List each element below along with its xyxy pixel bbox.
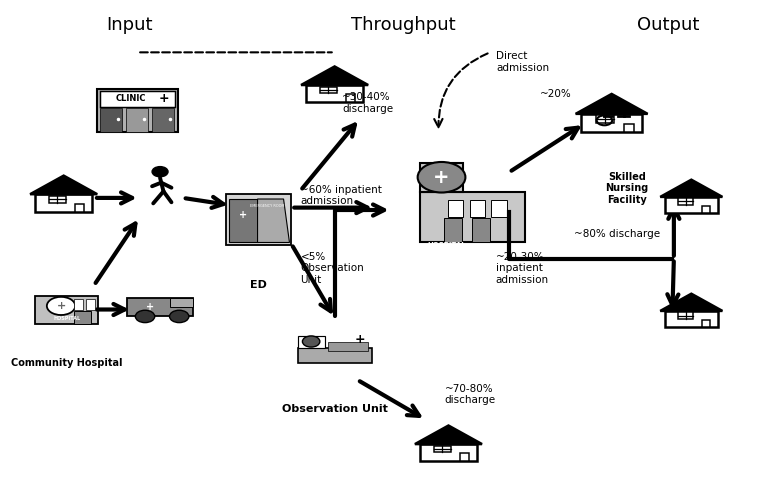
- Polygon shape: [49, 196, 66, 203]
- Polygon shape: [320, 86, 337, 93]
- Text: HOSPITAL: HOSPITAL: [53, 316, 80, 321]
- Polygon shape: [229, 199, 257, 243]
- Text: +: +: [433, 168, 450, 187]
- Text: Skilled
Nursing
Facility: Skilled Nursing Facility: [605, 172, 648, 205]
- Circle shape: [597, 103, 607, 109]
- Polygon shape: [30, 176, 98, 194]
- Polygon shape: [434, 446, 451, 452]
- Circle shape: [169, 310, 189, 323]
- Polygon shape: [301, 66, 368, 85]
- Text: +: +: [239, 210, 247, 220]
- Text: Output: Output: [637, 16, 700, 34]
- Text: Community Hospital: Community Hospital: [11, 358, 122, 368]
- Polygon shape: [73, 311, 90, 325]
- Polygon shape: [100, 91, 175, 107]
- Polygon shape: [170, 298, 193, 307]
- Circle shape: [417, 162, 466, 192]
- Polygon shape: [702, 320, 711, 327]
- Circle shape: [152, 166, 168, 177]
- Polygon shape: [420, 163, 463, 192]
- Text: <5%
Observation
Unit: <5% Observation Unit: [300, 252, 364, 285]
- Polygon shape: [624, 124, 634, 132]
- Polygon shape: [660, 294, 722, 311]
- Text: +: +: [355, 333, 366, 346]
- Polygon shape: [298, 348, 371, 363]
- Text: ED: ED: [250, 280, 268, 290]
- Polygon shape: [35, 194, 92, 211]
- Text: ~20%: ~20%: [541, 89, 572, 99]
- Text: Input: Input: [106, 16, 153, 34]
- Polygon shape: [491, 200, 507, 217]
- Polygon shape: [472, 218, 491, 242]
- Polygon shape: [346, 94, 355, 102]
- FancyArrowPatch shape: [434, 53, 488, 127]
- Polygon shape: [678, 312, 693, 319]
- Polygon shape: [86, 299, 95, 309]
- Text: ~30-40%
discharge: ~30-40% discharge: [342, 93, 393, 114]
- Polygon shape: [152, 108, 174, 132]
- Circle shape: [136, 310, 154, 323]
- Polygon shape: [444, 218, 462, 242]
- Polygon shape: [36, 296, 98, 325]
- Polygon shape: [328, 342, 368, 351]
- Circle shape: [619, 102, 629, 109]
- Text: Direct
admission: Direct admission: [496, 51, 549, 73]
- Polygon shape: [257, 199, 289, 243]
- Polygon shape: [702, 205, 711, 213]
- Text: HOSPITAL: HOSPITAL: [427, 243, 466, 248]
- Text: +: +: [146, 302, 154, 312]
- Polygon shape: [678, 198, 693, 204]
- Text: ~80% discharge: ~80% discharge: [574, 229, 660, 239]
- Polygon shape: [126, 108, 148, 132]
- Circle shape: [303, 336, 320, 347]
- Polygon shape: [415, 426, 482, 444]
- Text: +: +: [158, 92, 169, 105]
- Text: ~60% inpatient
admission: ~60% inpatient admission: [300, 184, 382, 206]
- Text: Throughput: Throughput: [351, 16, 456, 34]
- Polygon shape: [75, 203, 84, 211]
- Text: ~20-30%
inpatient
admission: ~20-30% inpatient admission: [495, 252, 548, 285]
- Polygon shape: [470, 200, 485, 217]
- Polygon shape: [596, 116, 614, 123]
- Text: Observation Unit: Observation Unit: [282, 404, 388, 414]
- Polygon shape: [581, 114, 642, 132]
- Circle shape: [47, 297, 75, 315]
- Polygon shape: [127, 298, 193, 316]
- Polygon shape: [226, 194, 291, 245]
- Polygon shape: [420, 192, 525, 242]
- Polygon shape: [307, 85, 363, 102]
- Text: +: +: [56, 301, 66, 311]
- Polygon shape: [298, 336, 324, 348]
- Polygon shape: [665, 197, 718, 213]
- Polygon shape: [97, 89, 178, 132]
- Polygon shape: [448, 200, 463, 217]
- Polygon shape: [660, 180, 722, 197]
- Polygon shape: [665, 311, 718, 327]
- Polygon shape: [101, 108, 122, 132]
- Polygon shape: [576, 94, 647, 114]
- Polygon shape: [73, 299, 83, 309]
- Polygon shape: [460, 453, 469, 461]
- Text: EMERGENCY ROOM: EMERGENCY ROOM: [250, 204, 285, 208]
- Text: ~70-80%
discharge: ~70-80% discharge: [445, 384, 496, 405]
- Polygon shape: [420, 444, 477, 461]
- Text: CLINIC: CLINIC: [115, 95, 146, 103]
